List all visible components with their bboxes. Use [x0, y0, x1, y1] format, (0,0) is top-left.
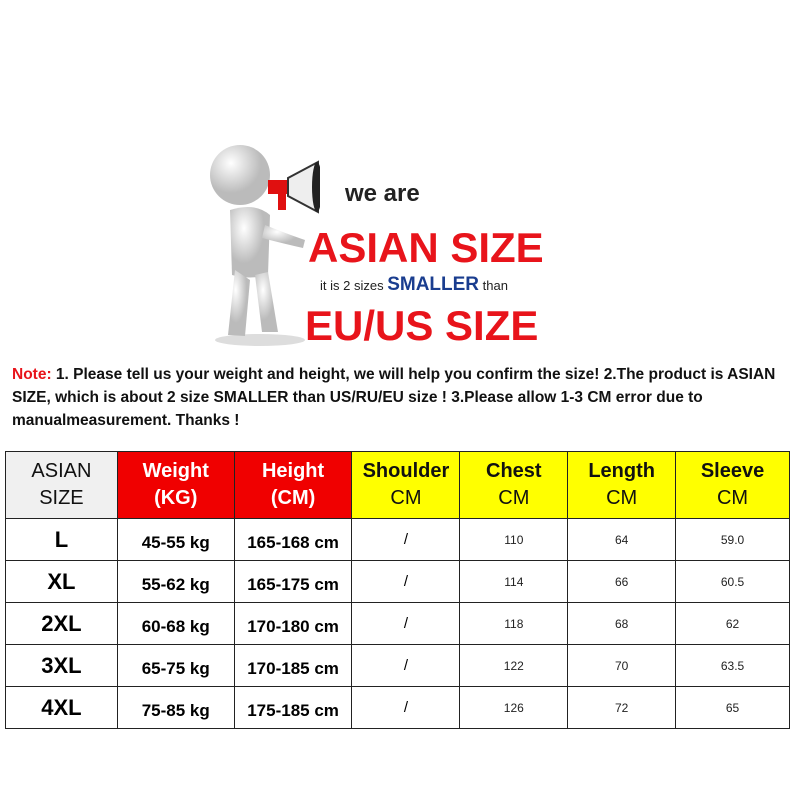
- table-cell: 165-175 cm: [233, 560, 353, 603]
- table-cell: 60.5: [675, 560, 790, 603]
- table-cell: /: [351, 644, 461, 687]
- table-cell: 64: [567, 518, 677, 561]
- table-cell: 59.0: [675, 518, 790, 561]
- header-cell: Weight (KG): [116, 451, 235, 519]
- table-cell: 170-185 cm: [233, 644, 353, 687]
- table-cell: 72: [567, 686, 677, 729]
- table-cell: 65-75 kg: [116, 644, 235, 687]
- header-bottom: CM: [498, 487, 530, 509]
- table-cell: /: [351, 686, 461, 729]
- table-cell: 63.5: [675, 644, 790, 687]
- table-cell: 55-62 kg: [116, 560, 235, 603]
- table-cell: 175-185 cm: [233, 686, 353, 729]
- table-cell: 165-168 cm: [233, 518, 353, 561]
- header-top: ASIAN: [31, 460, 92, 482]
- table-cell: 118: [459, 602, 569, 645]
- header-cell: Shoulder CM: [351, 451, 461, 519]
- header-cell: Height (CM): [233, 451, 353, 519]
- header-bottom: CM: [606, 487, 638, 509]
- header-bottom: (KG): [154, 487, 198, 509]
- header-cell: Chest CM: [459, 451, 569, 519]
- header-top: Height: [261, 460, 325, 482]
- header-top: Sleeve: [700, 460, 765, 482]
- table-cell: 122: [459, 644, 569, 687]
- table-cell: XL: [5, 560, 118, 603]
- header-bottom: (CM): [270, 487, 316, 509]
- table-cell: 4XL: [5, 686, 118, 729]
- table-cell: 170-180 cm: [233, 602, 353, 645]
- header-top: Shoulder: [362, 460, 450, 482]
- table-cell: 66: [567, 560, 677, 603]
- smaller-word: SMALLER: [387, 274, 480, 295]
- header-top: Chest: [486, 460, 542, 482]
- header-bottom: CM: [716, 487, 749, 509]
- header-bottom: SIZE: [39, 487, 84, 509]
- we-are-text: we are: [345, 180, 420, 207]
- table-cell: 126: [459, 686, 569, 729]
- smaller-text: it is 2 sizes SMALLER than: [320, 274, 508, 296]
- size-table: ASIAN SIZE Weight (KG) Height (CM) Shoulder CM C…: [5, 451, 790, 729]
- table-row: 3XL 65-75 kg 170-185 cm/122 70 63.5: [5, 644, 790, 687]
- table-cell: 60-68 kg: [116, 602, 235, 645]
- table-row: 2XL 60-68 kg 170-180 cm/118 68 62: [5, 602, 790, 645]
- smaller-post: than: [482, 278, 508, 293]
- header-top: Weight: [142, 460, 209, 482]
- eu-us-size-heading: EU/US SIZE: [305, 302, 539, 349]
- note-text: 1. Please tell us your weight and height…: [12, 366, 776, 429]
- table-cell: 110: [459, 518, 569, 561]
- table-cell: 75-85 kg: [116, 686, 235, 729]
- table-cell: 45-55 kg: [116, 518, 235, 561]
- asian-size-heading: ASIAN SIZE: [308, 224, 544, 271]
- table-cell: /: [351, 560, 461, 603]
- table-cell: /: [351, 602, 461, 645]
- table-cell: 68: [567, 602, 677, 645]
- header-cell: ASIAN SIZE: [5, 451, 118, 519]
- table-cell: 114: [459, 560, 569, 603]
- header-cell: Length CM: [567, 451, 677, 519]
- header-top: Length: [588, 460, 655, 482]
- table-cell: 70: [567, 644, 677, 687]
- table-cell: 65: [675, 686, 790, 729]
- table-cell: 2XL: [5, 602, 118, 645]
- megaphone-figure-icon: [210, 145, 320, 346]
- table-cell: L: [5, 518, 118, 561]
- smaller-pre: it is 2 sizes: [320, 278, 384, 293]
- note-label: Note:: [12, 366, 52, 383]
- table-row: XL 55-62 kg 165-175 cm/114 66 60.5: [5, 560, 790, 603]
- table-cell: /: [351, 518, 461, 561]
- table-row: 4XL 75-85 kg 175-185 cm/126 72 65: [5, 686, 790, 729]
- table-cell: 62: [675, 602, 790, 645]
- header-cell: Sleeve CM: [675, 451, 790, 519]
- table-row: L 45-55 kg 165-168 cm/110 64 59.0: [5, 518, 790, 561]
- header-bottom: CM: [390, 487, 422, 509]
- note-paragraph: Note: 1. Please tell us your weight and …: [12, 363, 797, 432]
- table-cell: 3XL: [5, 644, 118, 687]
